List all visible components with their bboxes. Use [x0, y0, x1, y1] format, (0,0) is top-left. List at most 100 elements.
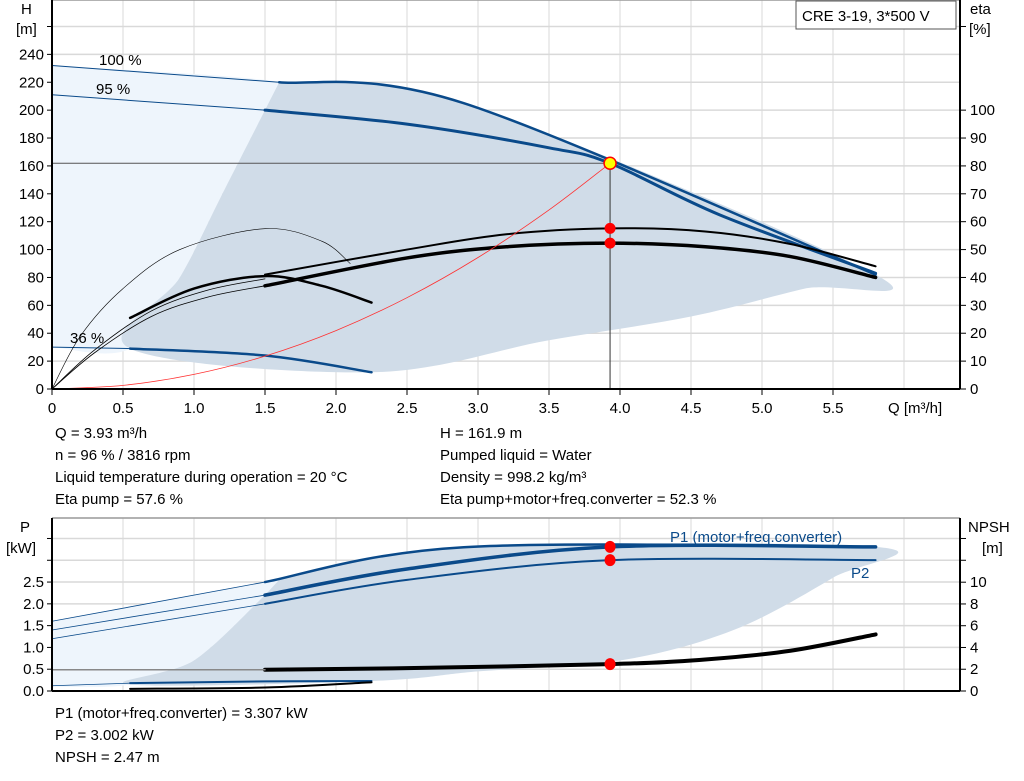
duty-info-right: H = 161.9 m Pumped liquid = Water Densit…: [440, 423, 716, 511]
y2-tick-label: 4: [970, 639, 978, 656]
p2-dot: [604, 554, 616, 567]
y-tick-label: 0: [36, 381, 44, 398]
npsh-curve: [263, 632, 878, 672]
p-curve: [51, 581, 266, 622]
duty-point-marker: [603, 156, 617, 171]
y2-tick-label: 70: [970, 186, 987, 203]
p-curve: [51, 603, 266, 640]
h-curve: [51, 65, 280, 83]
p-curve: [51, 594, 266, 631]
p-curve: [51, 682, 131, 687]
y-tick-label: 100: [19, 242, 44, 259]
h-curve: [51, 346, 131, 350]
y-axis-unit-p: [kW]: [6, 540, 36, 557]
eta-curve: [51, 278, 266, 390]
y-tick-label: 80: [27, 269, 44, 286]
y-tick-label: 0.5: [23, 661, 44, 678]
duty-info-left: Q = 3.93 m³/h n = 96 % / 3816 rpm Liquid…: [55, 423, 347, 511]
info-npsh: NPSH = 2.47 m: [55, 749, 160, 766]
annotation-100: 100 %: [99, 52, 142, 69]
y2-axis-unit-eta: [%]: [969, 21, 991, 38]
info-p1: P1 (motor+freq.converter) = 3.307 kW: [55, 705, 308, 722]
label-p1: P1 (motor+freq.converter): [670, 529, 842, 546]
y2-tick-label: 60: [970, 214, 987, 231]
y2-tick-label: 30: [970, 297, 987, 314]
y-tick-label: 180: [19, 130, 44, 147]
annotation-95: 95 %: [96, 81, 130, 98]
x-axis-label: Q [m³/h]: [888, 400, 942, 417]
info-liquid: Pumped liquid = Water: [440, 447, 592, 464]
envelope-dark-area: [122, 543, 899, 686]
info-density: Density = 998.2 kg/m³: [440, 469, 587, 486]
p-curve: [264, 557, 877, 605]
y2-tick-label: 8: [970, 596, 978, 613]
envelope-dark-area: [121, 81, 894, 373]
head-efficiency-plot: 0 20 40 60 80 100 120 140 160 180 200 220 240 0 10 20 30…: [19, 0, 995, 417]
y-axis-unit-h: [m]: [16, 21, 37, 38]
y2-tick-label: 0: [970, 683, 978, 700]
y-tick-label: 220: [19, 74, 44, 91]
info-speed: n = 96 % / 3816 rpm: [55, 447, 191, 464]
x-tick-label: 4.5: [681, 400, 702, 417]
info-flow: Q = 3.93 m³/h: [55, 425, 148, 442]
x-tick-label: 0.5: [113, 400, 134, 417]
y-axis-label-p: P: [20, 519, 30, 536]
p-curve: [129, 679, 373, 685]
y-tick-label: 140: [19, 186, 44, 203]
y2-tick-label: 80: [970, 158, 987, 175]
label-p2: P2: [851, 565, 869, 582]
npsh-dot: [604, 658, 616, 671]
y2-tick-label: 0: [970, 381, 978, 398]
y-tick-label: 240: [19, 46, 44, 63]
y2-tick-label: 100: [970, 102, 995, 119]
y-axis-label-h: H: [21, 1, 32, 18]
envelope-light-area: [52, 65, 294, 354]
y2-tick-label: 90: [970, 130, 987, 147]
power-info: P1 (motor+freq.converter) = 3.307 kW P2 …: [55, 703, 308, 769]
h-curve: [128, 347, 373, 374]
chart-title: CRE 3-19, 3*500 V: [802, 8, 930, 25]
y-tick-label: 2.5: [23, 574, 44, 591]
eta-curve: [51, 285, 266, 390]
power-npsh-plot: 0.0 0.5 1.0 1.5 2.0 2.5 0 2 4 6 8 10: [23, 517, 987, 700]
eta-total-dot: [604, 237, 616, 249]
x-tick-label: 1.0: [184, 400, 205, 417]
system-curve: [51, 162, 611, 390]
h-curve: [128, 274, 373, 320]
y2-axis-label-eta: eta: [970, 1, 992, 18]
y-tick-label: 0.0: [23, 683, 44, 700]
p-curve: [263, 543, 878, 597]
y-tick-label: 2.0: [23, 596, 44, 613]
eta-curve: [263, 241, 878, 288]
title-box: [795, 0, 957, 30]
p-curve: [129, 681, 373, 690]
h-curve: [263, 108, 878, 275]
y2-tick-label: 10: [970, 574, 987, 591]
y2-tick-label: 40: [970, 269, 987, 286]
y2-tick-label: 2: [970, 661, 978, 678]
y2-axis-label-npsh: NPSH: [968, 519, 1010, 536]
x-tick-label: 3.5: [539, 400, 560, 417]
info-eta-total: Eta pump+motor+freq.converter = 52.3 %: [440, 491, 717, 508]
h-curve: [51, 94, 266, 111]
y2-tick-label: 6: [970, 618, 978, 635]
h-curve: [51, 228, 351, 390]
y2-tick-label: 20: [970, 325, 987, 342]
y-tick-label: 120: [19, 214, 44, 231]
info-head: H = 161.9 m: [440, 425, 523, 442]
x-tick-label: 2.5: [397, 400, 418, 417]
envelope-light-area: [52, 578, 295, 688]
info-temperature: Liquid temperature during operation = 20…: [55, 469, 348, 486]
eta-pump-dot: [604, 222, 616, 234]
eta-curve: [264, 227, 877, 276]
x-tick-label: 4.0: [610, 400, 631, 417]
y2-tick-label: 50: [970, 242, 987, 259]
y-tick-label: 40: [27, 325, 44, 342]
y-tick-label: 200: [19, 102, 44, 119]
x-tick-label: 2.0: [326, 400, 347, 417]
x-tick-label: 0: [48, 400, 56, 417]
y2-tick-label: 10: [970, 353, 987, 370]
info-p2: P2 = 3.002 kW: [55, 727, 154, 744]
y-tick-label: 60: [27, 297, 44, 314]
